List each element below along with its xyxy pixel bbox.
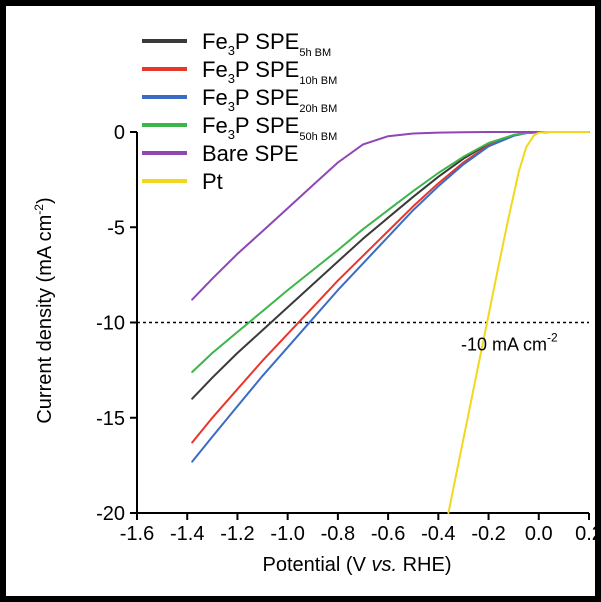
legend-label: Fe3P SPE50h BM	[202, 113, 337, 143]
legend-label-part: P SPE	[235, 29, 299, 54]
reference-label-sup: -2	[547, 331, 558, 345]
y-axis-title-part: Current density (mA cm	[34, 215, 56, 424]
x-axis-title-part: Potential (V	[263, 554, 372, 576]
x-axis-title: Potential (V vs. RHE)	[263, 554, 452, 576]
legend-label-sub: 3	[228, 71, 235, 86]
axes-layer	[130, 131, 590, 520]
legend-label-part: Fe	[202, 29, 228, 54]
legend-label-part: Fe	[202, 85, 228, 110]
x-tick-label: -0.8	[321, 523, 355, 545]
legend-label-sub: 50h BM	[299, 131, 337, 143]
legend-label-part: P SPE	[235, 57, 299, 82]
legend-label-part: P SPE	[235, 85, 299, 110]
series-line-5	[191, 131, 590, 301]
reference-label-part: -10 mA cm	[461, 335, 547, 355]
legend-label-part: Fe	[202, 57, 228, 82]
legend-label: Fe3P SPE10h BM	[202, 57, 337, 87]
y-tick-label: -5	[107, 217, 125, 239]
legend-label-sub: 3	[228, 43, 235, 58]
y-axis-title-part: )	[34, 197, 56, 204]
y-axis-title-sup: -2	[32, 204, 46, 215]
x-axis-title-part: vs.	[371, 554, 397, 576]
x-tick-label: -1.6	[120, 523, 154, 545]
legend-label: Bare SPE	[202, 141, 299, 166]
series-line-3	[191, 131, 590, 463]
x-tick-label: 0.0	[525, 523, 553, 545]
reference-line-label: -10 mA cm-2	[461, 331, 558, 355]
x-tick-label: -0.4	[421, 523, 455, 545]
series-line-6	[447, 131, 590, 514]
legend-label-part: Pt	[202, 169, 223, 194]
legend-label-sub: 3	[228, 127, 235, 142]
legend-label-sub: 10h BM	[299, 75, 337, 87]
y-tick-label: -20	[96, 503, 125, 525]
x-tick-label: -1.4	[170, 523, 204, 545]
legend-label-part: Bare SPE	[202, 141, 299, 166]
series-line-1	[191, 131, 590, 400]
legend-label-sub: 3	[228, 99, 235, 114]
x-tick-label: -1.0	[270, 523, 304, 545]
legend-label-sub: 20h BM	[299, 103, 337, 115]
x-tick-label: -0.2	[471, 523, 505, 545]
legend-label-part: Fe	[202, 113, 228, 138]
x-axis-title-part: RHE)	[397, 554, 451, 576]
legend-label-part: P SPE	[235, 113, 299, 138]
x-tick-label: -0.6	[371, 523, 405, 545]
labels-layer: -1.6 -1.4 -1.2 -1.0 -0.8 -0.6 -0.4 -0.2 0.0 0.2 0 -…	[32, 122, 595, 576]
series-layer	[191, 131, 590, 514]
y-tick-label: -10	[96, 313, 125, 335]
x-tick-label: 0.2	[575, 523, 595, 545]
legend-label: Fe3P SPE5h BM	[202, 29, 331, 59]
y-tick-label: 0	[114, 122, 125, 144]
legend-label: Pt	[202, 169, 223, 194]
series-line-2	[191, 131, 590, 444]
x-tick-label: -1.2	[220, 523, 254, 545]
y-axis-title: Current density (mA cm-2)	[32, 197, 56, 423]
legend-label-sub: 5h BM	[299, 47, 331, 59]
legend-label: Fe3P SPE20h BM	[202, 85, 337, 115]
y-tick-label: -15	[96, 408, 125, 430]
